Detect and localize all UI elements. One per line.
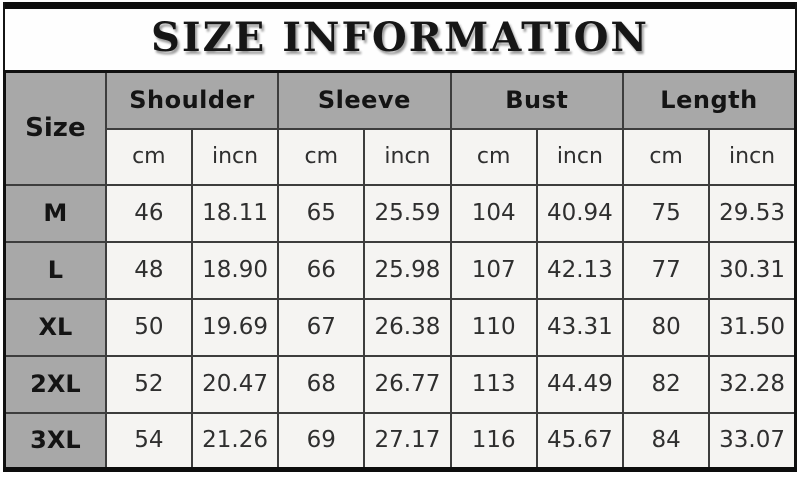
unit-header-cell: cm xyxy=(104,127,193,186)
page-title: SIZE INFORMATION xyxy=(151,14,649,61)
unit-header-cell: incn xyxy=(190,127,280,186)
value-cell: 26.77 xyxy=(363,354,452,414)
value-cell: 77 xyxy=(621,240,711,300)
unit-header-cell: cm xyxy=(277,127,366,186)
value-cell: 82 xyxy=(621,354,711,414)
unit-header-cell: incn xyxy=(708,127,797,186)
value-cell: 52 xyxy=(104,354,193,414)
size-label-cell: M xyxy=(3,183,107,243)
value-cell: 32.28 xyxy=(708,354,797,414)
value-cell: 104 xyxy=(449,183,538,243)
size-label-cell: 3XL xyxy=(3,411,107,471)
value-cell: 84 xyxy=(621,411,711,471)
size-row-3xl: 3XL 54 21.26 69 27.17 116 45.67 84 33.07 xyxy=(3,411,797,471)
size-row-xl: XL 50 19.69 67 26.38 110 43.31 80 31.50 xyxy=(3,297,797,357)
value-cell: 18.11 xyxy=(190,183,280,243)
value-cell: 80 xyxy=(621,297,711,357)
value-cell: 25.98 xyxy=(363,240,452,300)
group-header-bust: Bust xyxy=(449,70,624,130)
size-label-cell: 2XL xyxy=(3,354,107,414)
unit-header-cell: cm xyxy=(449,127,538,186)
group-header-length: Length xyxy=(621,70,797,130)
unit-header-row: cm incn cm incn cm incn cm incn xyxy=(5,127,797,186)
title-section: SIZE INFORMATION xyxy=(3,2,797,70)
value-cell: 29.53 xyxy=(708,183,797,243)
value-cell: 69 xyxy=(277,411,366,471)
group-header-sleeve: Sleeve xyxy=(277,70,452,130)
size-row-2xl: 2XL 52 20.47 68 26.77 113 44.49 82 32.28 xyxy=(3,354,797,414)
value-cell: 31.50 xyxy=(708,297,797,357)
value-cell: 116 xyxy=(449,411,538,471)
value-cell: 25.59 xyxy=(363,183,452,243)
value-cell: 45.67 xyxy=(535,411,624,471)
value-cell: 21.26 xyxy=(190,411,280,471)
value-cell: 50 xyxy=(104,297,193,357)
value-cell: 113 xyxy=(449,354,538,414)
value-cell: 54 xyxy=(104,411,193,471)
value-cell: 27.17 xyxy=(363,411,452,471)
value-cell: 19.69 xyxy=(190,297,280,357)
value-cell: 65 xyxy=(277,183,366,243)
unit-header-cell: incn xyxy=(363,127,452,186)
top-divider-bar xyxy=(5,2,795,9)
group-header-row: Size Shoulder Sleeve Bust Length xyxy=(3,70,797,186)
value-cell: 43.31 xyxy=(535,297,624,357)
value-cell: 42.13 xyxy=(535,240,624,300)
value-cell: 48 xyxy=(104,240,193,300)
size-row-l: L 48 18.90 66 25.98 107 42.13 77 30.31 xyxy=(3,240,797,300)
value-cell: 30.31 xyxy=(708,240,797,300)
value-cell: 18.90 xyxy=(190,240,280,300)
size-label-cell: L xyxy=(3,240,107,300)
value-cell: 20.47 xyxy=(190,354,280,414)
unit-header-cell: cm xyxy=(621,127,711,186)
value-cell: 110 xyxy=(449,297,538,357)
value-cell: 46 xyxy=(104,183,193,243)
value-cell: 107 xyxy=(449,240,538,300)
size-information-table: Size Shoulder Sleeve Bust Length cm incn… xyxy=(3,70,797,472)
value-cell: 44.49 xyxy=(535,354,624,414)
corner-header-size: Size xyxy=(3,70,107,186)
size-label-cell: XL xyxy=(3,297,107,357)
value-cell: 26.38 xyxy=(363,297,452,357)
size-row-m: M 46 18.11 65 25.59 104 40.94 75 29.53 xyxy=(3,183,797,243)
value-cell: 33.07 xyxy=(708,411,797,471)
value-cell: 67 xyxy=(277,297,366,357)
value-cell: 66 xyxy=(277,240,366,300)
page-frame: SIZE INFORMATION Size Shoulder Sleeve Bu… xyxy=(3,2,797,472)
value-cell: 40.94 xyxy=(535,183,624,243)
group-header-shoulder: Shoulder xyxy=(104,70,280,130)
value-cell: 68 xyxy=(277,354,366,414)
unit-header-cell: incn xyxy=(535,127,624,186)
value-cell: 75 xyxy=(621,183,711,243)
